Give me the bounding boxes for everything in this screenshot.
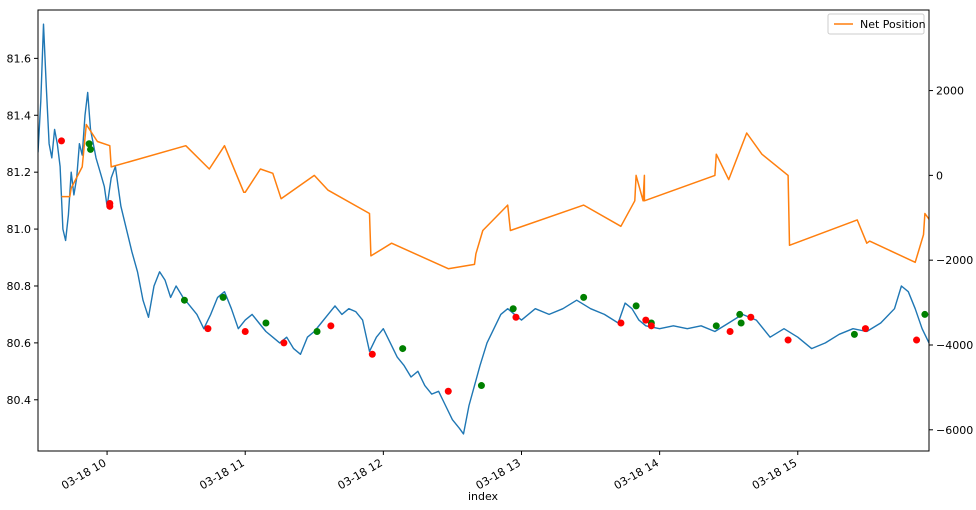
sell-marker xyxy=(784,336,792,344)
net-position-line xyxy=(61,123,929,270)
price-line xyxy=(38,23,929,435)
x-tick-label: 03-18 15 xyxy=(750,456,799,492)
x-tick-label: 03-18 12 xyxy=(336,456,385,492)
sell-marker xyxy=(241,328,249,336)
sell-marker xyxy=(204,325,212,333)
buy-marker xyxy=(736,310,744,318)
buy-marker xyxy=(86,145,94,153)
buy-marker xyxy=(921,310,929,318)
sell-marker xyxy=(368,350,376,358)
sell-marker xyxy=(512,313,520,321)
buy-marker xyxy=(477,382,485,390)
buy-marker xyxy=(632,302,640,310)
sell-marker xyxy=(280,339,288,347)
x-axis-label: index xyxy=(468,490,499,503)
sell-marker xyxy=(647,322,655,330)
buy-marker xyxy=(180,296,188,304)
buy-marker xyxy=(509,305,517,313)
plot-frame xyxy=(37,9,930,452)
left-y-tick-label: 81.6 xyxy=(7,52,32,65)
left-y-tick-label: 80.6 xyxy=(7,337,32,350)
sell-marker xyxy=(642,316,650,324)
series-layer xyxy=(38,23,929,435)
x-tick-label: 03-18 10 xyxy=(59,456,108,492)
legend-box xyxy=(827,13,925,35)
buy-marker xyxy=(262,319,270,327)
left-y-tick-label: 81.2 xyxy=(7,166,32,179)
right-y-tick-label: −2000 xyxy=(936,254,973,267)
sell-marker xyxy=(726,328,734,336)
sell-marker xyxy=(327,322,335,330)
legend-label-net-position: Net Position xyxy=(860,18,926,31)
sell-marker xyxy=(57,137,65,145)
sell-marker xyxy=(106,202,114,210)
buy-marker xyxy=(313,328,321,336)
left-y-tick-label: 81.0 xyxy=(7,223,32,236)
right-y-tick-label: 2000 xyxy=(936,85,964,98)
markers-layer xyxy=(57,137,944,395)
right-y-tick-label: 0 xyxy=(936,169,943,182)
left-y-tick-label: 80.4 xyxy=(7,394,32,407)
sell-marker xyxy=(444,387,452,395)
sell-marker xyxy=(913,336,921,344)
buy-marker xyxy=(580,293,588,301)
left-y-tick-label: 80.8 xyxy=(7,280,32,293)
buy-marker xyxy=(850,330,858,338)
buy-marker xyxy=(399,345,407,353)
right-y-axis: −6000 −4000 −2000 0 2000 xyxy=(929,85,973,437)
left-y-tick-label: 81.4 xyxy=(7,109,32,122)
x-tick-label: 03-18 11 xyxy=(197,456,246,492)
right-y-tick-label: −4000 xyxy=(936,339,973,352)
sell-marker xyxy=(937,314,944,321)
right-y-tick-label: −6000 xyxy=(936,424,973,437)
x-tick-label: 03-18 13 xyxy=(474,456,523,492)
sell-marker xyxy=(617,319,625,327)
x-axis: 03-18 10 03-18 11 03-18 12 03-18 13 03-18 14… xyxy=(59,451,799,492)
buy-marker xyxy=(712,322,720,330)
x-tick-label: 03-18 14 xyxy=(612,456,661,492)
left-y-axis: 80.4 80.6 80.8 81.0 81.2 81.4 81.6 xyxy=(7,52,38,407)
buy-marker xyxy=(737,319,745,327)
legend: Net Position xyxy=(827,13,926,35)
buy-marker xyxy=(85,140,93,148)
sell-marker xyxy=(747,313,755,321)
sell-marker xyxy=(861,325,869,333)
buy-marker xyxy=(219,293,227,301)
